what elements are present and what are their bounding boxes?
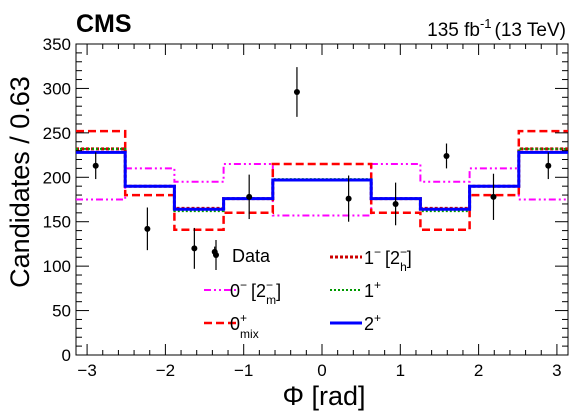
data-marker bbox=[443, 152, 450, 159]
legend-data-marker bbox=[213, 252, 219, 258]
y-tick-label: 350 bbox=[43, 35, 71, 54]
data-point bbox=[443, 143, 450, 169]
series-line-1 bbox=[76, 129, 568, 231]
y-tick-label: 200 bbox=[43, 168, 71, 187]
legend-label-0m: 0− [2− m] bbox=[230, 278, 281, 307]
data-marker bbox=[345, 195, 352, 202]
series-layer bbox=[76, 129, 568, 231]
x-tick-label: 1 bbox=[396, 361, 405, 380]
x-tick-label: 0 bbox=[317, 361, 326, 380]
data-marker bbox=[246, 193, 253, 200]
energy-label: (13 TeV) bbox=[495, 20, 566, 41]
legend-label-2p: 2+ bbox=[364, 311, 381, 334]
data-marker bbox=[92, 162, 99, 169]
series-line-0 bbox=[76, 163, 568, 217]
data-point bbox=[191, 227, 198, 269]
data-point bbox=[144, 207, 151, 251]
data-point bbox=[392, 182, 399, 226]
data-marker bbox=[490, 193, 497, 200]
legend-label-1h: 1− [2− h] bbox=[364, 245, 412, 274]
y-tick-label: 150 bbox=[43, 213, 71, 232]
y-tick-label: 100 bbox=[43, 257, 71, 276]
data-marker bbox=[392, 200, 399, 207]
legend: Data 0− [2− m] 0+ mix 1− [2− h] 1+ 2+ bbox=[204, 240, 412, 341]
data-marker bbox=[191, 245, 198, 252]
x-tick-label: −2 bbox=[156, 361, 175, 380]
experiment-label: CMS bbox=[76, 10, 132, 38]
data-point bbox=[490, 173, 497, 220]
legend-label-1p: 1+ bbox=[364, 278, 381, 301]
y-tick-label: 250 bbox=[43, 124, 71, 143]
data-marker bbox=[144, 225, 151, 232]
y-tick-label: 0 bbox=[62, 346, 71, 365]
series-line-4 bbox=[76, 150, 568, 211]
legend-entry-data: Data bbox=[213, 240, 271, 270]
data-point bbox=[545, 152, 552, 180]
data-point bbox=[293, 67, 300, 117]
data-point bbox=[246, 174, 253, 220]
data-point bbox=[345, 175, 352, 222]
luminosity-exponent: -1 bbox=[480, 16, 492, 31]
axes-layer: −3 −2 −1 0 1 2 3 0 50 100 150 200 250 300 350 bbox=[43, 35, 568, 380]
luminosity-label: 135 fb-1 (13 TeV) bbox=[427, 16, 566, 41]
x-tick-label: −3 bbox=[77, 361, 96, 380]
x-tick-label: 2 bbox=[474, 361, 483, 380]
data-marker bbox=[545, 162, 552, 169]
data-point bbox=[92, 152, 99, 180]
y-tick-label: 50 bbox=[52, 302, 71, 321]
y-axis-title: Candidates / 0.63 bbox=[5, 76, 35, 288]
y-tick-label: 300 bbox=[43, 79, 71, 98]
x-tick-label: 3 bbox=[552, 361, 561, 380]
x-tick-label: −1 bbox=[234, 361, 253, 380]
data-marker bbox=[293, 88, 300, 95]
x-axis-title: Φ [rad] bbox=[282, 381, 365, 411]
legend-label-0mix: 0+ mix bbox=[230, 311, 259, 341]
luminosity-value: 135 fb bbox=[427, 20, 480, 41]
legend-label-data: Data bbox=[232, 246, 271, 266]
